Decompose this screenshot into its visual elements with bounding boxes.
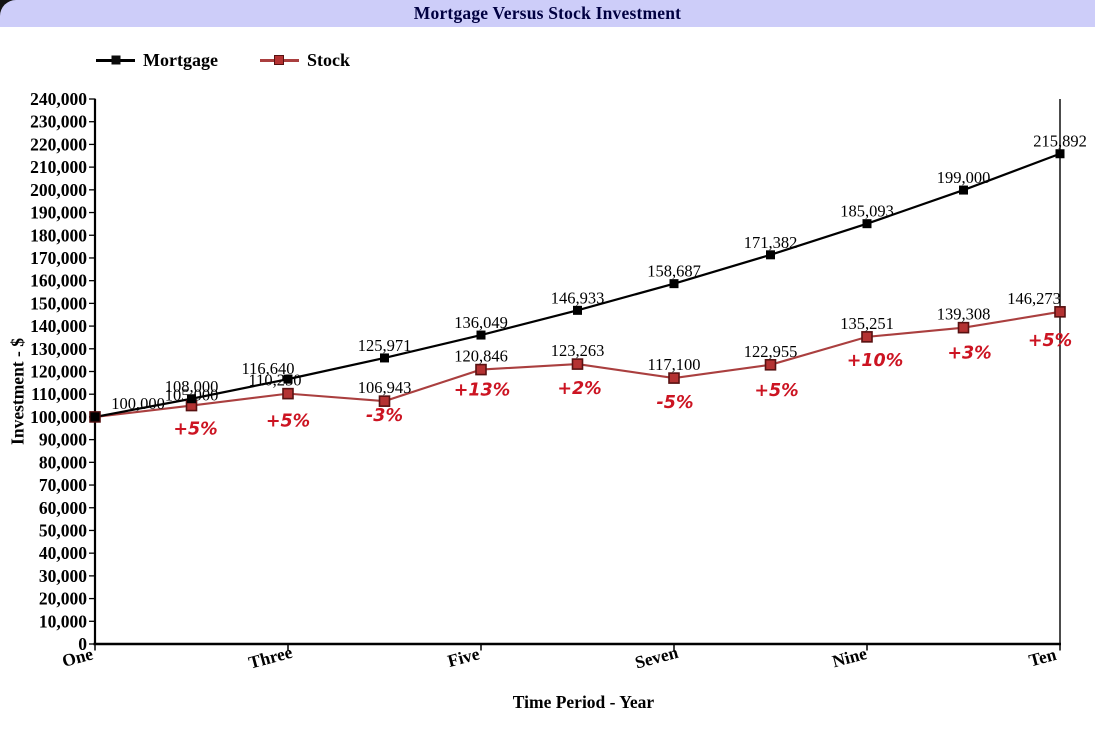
stock-point-label: 106,943 — [358, 378, 412, 397]
mortgage-marker — [766, 250, 775, 260]
chart-title-bar: Mortgage Versus Stock Investment — [0, 0, 1095, 27]
mortgage-marker — [862, 219, 872, 229]
stock-marker — [475, 363, 487, 376]
y-axis-tick-label: 0 — [78, 634, 87, 654]
x-axis-tick-label: Seven — [633, 642, 681, 673]
stock-point-label: 105,000 — [165, 386, 219, 405]
y-axis-tick-label: 130,000 — [30, 339, 87, 359]
stock-pct-change-label: -5% — [657, 393, 694, 413]
mortgage-point-label: 116,640 — [241, 359, 294, 378]
mortgage-line-marker-icon — [96, 55, 135, 65]
x-axis-tick-label: One — [60, 643, 95, 670]
stock-point-label: 117,100 — [647, 355, 700, 374]
legend-label-mortgage: Mortgage — [143, 50, 218, 70]
legend-item-mortgage: Mortgage — [96, 50, 218, 71]
mortgage-marker — [959, 185, 968, 195]
stock-point-label: 146,273 — [1007, 289, 1061, 308]
stock-point-label: 110,250 — [248, 371, 301, 390]
mortgage-point-label: 171,382 — [744, 233, 798, 252]
mortgage-marker — [90, 412, 100, 422]
stock-marker — [861, 331, 873, 343]
y-axis-tick-label: 140,000 — [30, 316, 87, 336]
stock-point-label: 122,955 — [744, 342, 798, 361]
mortgage-marker — [1055, 149, 1065, 159]
stock-marker — [571, 358, 584, 370]
mortgage-point-label: 125,971 — [358, 336, 412, 355]
y-axis-tick-label: 80,000 — [39, 452, 87, 472]
x-axis-tick-label: Ten — [1027, 644, 1059, 671]
y-axis-tick-label: 230,000 — [30, 112, 87, 132]
legend-label-stock: Stock — [306, 50, 350, 70]
y-axis-tick-label: 50,000 — [39, 520, 87, 540]
stock-marker — [957, 321, 970, 334]
stock-pct-change-label: +10% — [847, 351, 904, 371]
y-axis-tick-label: 220,000 — [30, 134, 87, 154]
y-axis-tick-label: 10,000 — [39, 611, 87, 631]
stock-point-label: 139,308 — [937, 305, 991, 324]
y-axis-tick-label: 160,000 — [30, 271, 87, 291]
stock-marker — [378, 395, 391, 407]
y-axis-tick-label: 190,000 — [30, 203, 87, 223]
stock-pct-change-label: -3% — [366, 406, 403, 426]
y-axis-tick-label: 40,000 — [39, 543, 87, 563]
y-axis-tick-label: 200,000 — [30, 180, 87, 200]
stock-pct-change-label: +3% — [947, 344, 991, 364]
mortgage-marker — [573, 305, 582, 315]
y-axis-tick-label: 170,000 — [30, 248, 87, 268]
y-axis-tick-label: 150,000 — [30, 293, 87, 313]
y-axis-tick-label: 70,000 — [39, 475, 87, 495]
mortgage-marker — [669, 279, 679, 289]
mortgage-point-label: 158,687 — [647, 262, 701, 281]
stock-pct-change-label: +2% — [557, 379, 601, 399]
chart-legend: Mortgage Stock — [96, 50, 350, 71]
y-axis-tick-label: 60,000 — [39, 498, 87, 518]
stock-point-label: 135,251 — [840, 314, 894, 333]
mortgage-point-label: 146,933 — [551, 288, 605, 307]
stock-pct-change-label: +5% — [754, 381, 798, 401]
stock-marker — [1054, 306, 1066, 318]
y-axis-tick-label: 210,000 — [30, 157, 87, 177]
stock-pct-change-label: +5% — [173, 420, 217, 440]
mortgage-marker — [187, 394, 196, 404]
mortgage-point-label: 199,000 — [937, 168, 991, 187]
stock-marker — [764, 358, 777, 371]
x-axis-tick-label: Nine — [830, 643, 869, 671]
stock-point-label: 123,263 — [551, 341, 605, 360]
y-axis-tick-label: 120,000 — [30, 362, 87, 382]
y-axis-tick-label: 90,000 — [39, 430, 87, 450]
mortgage-point-label: 100,000 — [111, 394, 165, 413]
x-axis-tick-label: Five — [445, 643, 481, 671]
y-axis-tick-label: 110,000 — [31, 384, 87, 404]
legend-item-stock: Stock — [259, 50, 350, 71]
mortgage-marker — [476, 330, 486, 340]
stock-marker — [282, 387, 294, 400]
mortgage-point-label: 215,892 — [1033, 132, 1087, 151]
chart-title: Mortgage Versus Stock Investment — [413, 3, 682, 23]
y-axis-tick-label: 180,000 — [30, 225, 87, 245]
mortgage-point-label: 185,093 — [840, 202, 894, 221]
stock-pct-change-label: +5% — [266, 412, 310, 432]
mortgage-marker — [380, 353, 389, 363]
x-axis-title: Time Period - Year — [512, 692, 655, 712]
stock-line-marker-icon — [259, 55, 299, 66]
stock-point-label: 120,846 — [454, 347, 508, 366]
x-axis-tick-label: Three — [246, 642, 294, 673]
stock-pct-change-label: +5% — [1028, 331, 1072, 351]
stock-pct-change-label: +13% — [454, 381, 511, 401]
mortgage-point-label: 108,000 — [165, 377, 219, 396]
stock-marker — [668, 372, 680, 384]
mortgage-point-label: 136,049 — [454, 313, 508, 332]
mortgage-line — [94, 152, 1061, 418]
y-axis-tick-label: 20,000 — [39, 589, 87, 609]
y-axis-tick-label: 240,000 — [30, 89, 87, 109]
mortgage-marker — [283, 374, 293, 384]
y-axis-tick-label: 30,000 — [39, 566, 87, 586]
y-axis-tick-label: 100,000 — [30, 407, 87, 427]
